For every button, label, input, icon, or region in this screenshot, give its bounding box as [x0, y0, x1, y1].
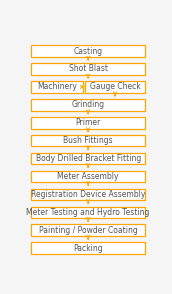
Text: Packing: Packing [73, 244, 103, 253]
FancyBboxPatch shape [85, 81, 146, 93]
Text: Registration Device Assembly: Registration Device Assembly [31, 190, 145, 199]
FancyBboxPatch shape [31, 117, 146, 128]
Text: Casting: Casting [74, 46, 103, 56]
Text: Meter Assembly: Meter Assembly [57, 172, 119, 181]
Text: Primer: Primer [76, 118, 101, 127]
Text: Grinding: Grinding [72, 100, 105, 109]
Text: Body Drilled Bracket Fitting: Body Drilled Bracket Fitting [36, 154, 141, 163]
FancyBboxPatch shape [31, 242, 146, 254]
Text: Machinery: Machinery [37, 82, 77, 91]
Text: Meter Testing and Hydro Testing: Meter Testing and Hydro Testing [26, 208, 150, 217]
FancyBboxPatch shape [31, 188, 146, 200]
FancyBboxPatch shape [31, 135, 146, 146]
FancyBboxPatch shape [31, 224, 146, 236]
FancyBboxPatch shape [31, 153, 146, 164]
Text: Painting / Powder Coating: Painting / Powder Coating [39, 226, 138, 235]
FancyBboxPatch shape [31, 81, 83, 93]
Text: Shot Blast: Shot Blast [69, 64, 108, 74]
FancyBboxPatch shape [31, 63, 146, 75]
Text: Bush Fittings: Bush Fittings [63, 136, 113, 145]
FancyBboxPatch shape [31, 99, 146, 111]
FancyBboxPatch shape [31, 45, 146, 57]
FancyBboxPatch shape [31, 171, 146, 182]
Text: Gauge Check: Gauge Check [90, 82, 140, 91]
FancyBboxPatch shape [31, 206, 146, 218]
